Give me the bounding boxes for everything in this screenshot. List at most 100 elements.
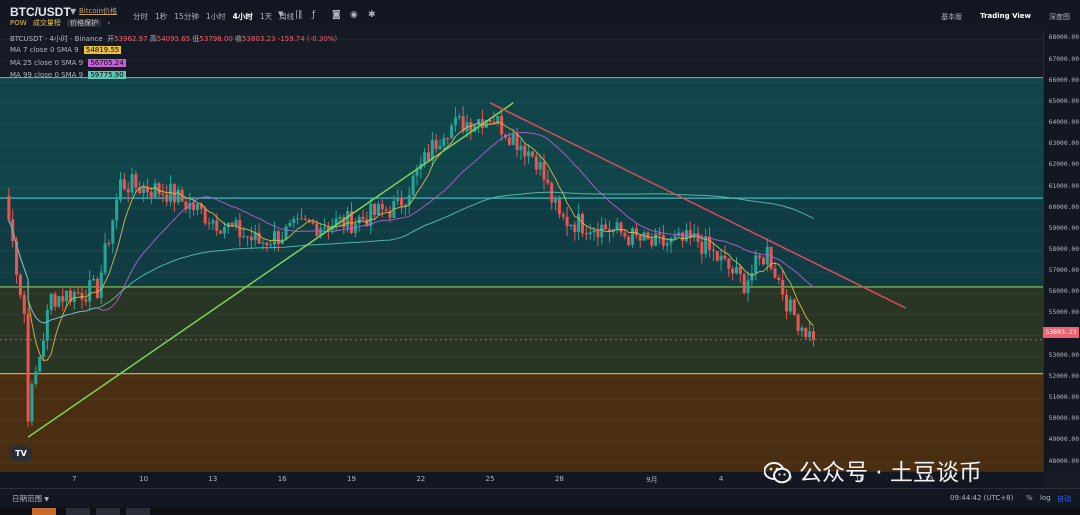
time-axis-label: 10: [139, 475, 149, 483]
interval-timeline[interactable]: 分时: [133, 12, 148, 21]
interval-1s[interactable]: 1秒: [155, 12, 168, 21]
legend-title: BTCUSDT · 4小时 · Binance: [10, 35, 103, 43]
candle: [777, 277, 781, 280]
candle: [688, 230, 692, 238]
bitcoin-price-link[interactable]: Bitcoin价格: [79, 7, 118, 15]
chevron-right-icon[interactable]: ›: [107, 19, 111, 27]
candle: [165, 194, 169, 202]
strip-tab[interactable]: [126, 508, 150, 515]
candle: [288, 222, 292, 227]
camera-icon[interactable]: ◙: [332, 10, 341, 20]
candle: [473, 124, 477, 132]
symbol-tags: POW 成交量榜 价格保护 ›: [10, 18, 114, 28]
ma7-label: MA 7 close 0 SMA 9: [10, 46, 79, 55]
interval-1w[interactable]: 周线: [279, 12, 295, 21]
time-axis-label: 7: [788, 475, 793, 483]
tag-price-protection[interactable]: 价格保护: [67, 19, 102, 27]
indicators-icon[interactable]: ƒ: [312, 10, 316, 20]
candle: [396, 197, 400, 201]
candle: [434, 140, 438, 150]
candle: [715, 250, 719, 261]
candle: [119, 179, 122, 200]
time-axis-label: 25: [485, 475, 495, 483]
chevron-down-icon[interactable]: ▼: [70, 7, 77, 16]
candle: [615, 222, 619, 230]
time-axis-label: 7: [72, 475, 77, 483]
candle: [457, 116, 461, 118]
log-toggle[interactable]: log: [1040, 494, 1051, 502]
fullscreen-icon[interactable]: ◉: [350, 10, 358, 20]
price-chart[interactable]: [0, 31, 1043, 471]
interval-15m[interactable]: 15分钟: [174, 12, 199, 21]
candle: [145, 186, 149, 193]
symbol-title[interactable]: BTC/USDT: [10, 5, 71, 19]
close-label: 收: [235, 35, 243, 43]
interval-4h[interactable]: 4小时: [232, 12, 253, 21]
view-depth[interactable]: 深度图: [1049, 13, 1070, 21]
view-basic[interactable]: 基本版: [941, 13, 963, 21]
candle: [442, 138, 446, 146]
zones-layer: [0, 31, 1043, 471]
candle: [681, 232, 685, 241]
candle: [292, 218, 296, 223]
watermark: 公众号 · 土豆谈币: [764, 453, 982, 487]
candle: [334, 218, 338, 226]
candle: [796, 314, 800, 331]
candle: [646, 232, 650, 240]
candle: [546, 179, 550, 184]
candle: [430, 140, 434, 161]
moving-averages-layer: [8, 121, 814, 362]
candle: [773, 268, 777, 278]
candle: [76, 291, 80, 293]
candle: [26, 313, 30, 336]
candle: [234, 220, 238, 226]
close-value: 53803.23: [242, 35, 276, 43]
candle: [561, 214, 565, 217]
ma7-row[interactable]: MA 7 close 0 SMA 9 54819.55: [10, 46, 337, 58]
price-axis-label: 64000.00: [1048, 119, 1079, 127]
price-axis-label: 48000.00: [1048, 457, 1079, 465]
candle: [311, 221, 315, 224]
zone-band: [0, 198, 1043, 287]
chart-legend: BTCUSDT · 4小时 · Binance 开53962.97 高54095…: [10, 34, 337, 83]
clock[interactable]: 09:44:42 (UTC+8): [950, 494, 1014, 502]
candle: [99, 272, 103, 298]
candle: [750, 272, 754, 281]
interval-1d[interactable]: 1天: [259, 12, 273, 21]
price-axis[interactable]: 68000.00 67000.00 66000.00 65000.00 64000.00…: [1043, 31, 1080, 471]
gear-icon[interactable]: ✱: [368, 10, 376, 20]
candle: [788, 299, 792, 312]
bar-style-icon[interactable]: |‖: [295, 10, 303, 20]
price-axis-label: 56000.00: [1048, 288, 1079, 296]
ma25-row[interactable]: MA 25 close 0 SMA 9 56705.24: [10, 58, 337, 71]
tag-volume-rank[interactable]: 成交量榜: [32, 19, 61, 27]
candle: [515, 133, 519, 150]
candle: [427, 152, 430, 161]
candle: [650, 239, 654, 246]
candle: [584, 233, 588, 235]
time-axis-label: 4: [718, 475, 724, 483]
percent-toggle[interactable]: %: [1026, 494, 1033, 502]
strip-tab-active[interactable]: [32, 508, 56, 515]
auto-toggle[interactable]: 自动: [1057, 495, 1071, 503]
candle: [496, 115, 500, 124]
strip-tab[interactable]: [96, 508, 120, 515]
tag-pow[interactable]: POW: [10, 19, 27, 27]
candle: [792, 299, 796, 315]
view-tradingview[interactable]: Trading View: [980, 12, 1031, 20]
candle: [7, 196, 11, 220]
strip-tab[interactable]: [66, 508, 90, 515]
candle: [658, 233, 661, 235]
candle: [57, 296, 61, 307]
candle: [534, 156, 538, 170]
interval-1h[interactable]: 1小时: [205, 12, 226, 21]
tradingview-logo[interactable]: TV: [10, 445, 32, 462]
more-intervals-icon[interactable]: ▼: [278, 10, 284, 18]
candle: [257, 232, 261, 244]
candle: [249, 236, 253, 241]
candle: [654, 233, 658, 246]
ma99-row[interactable]: MA 99 close 0 SMA 9 59775.90: [10, 70, 337, 83]
candle: [246, 236, 250, 238]
time-axis-label: 9月: [646, 476, 658, 484]
date-range-button[interactable]: 日期范围 ▼: [12, 493, 49, 504]
